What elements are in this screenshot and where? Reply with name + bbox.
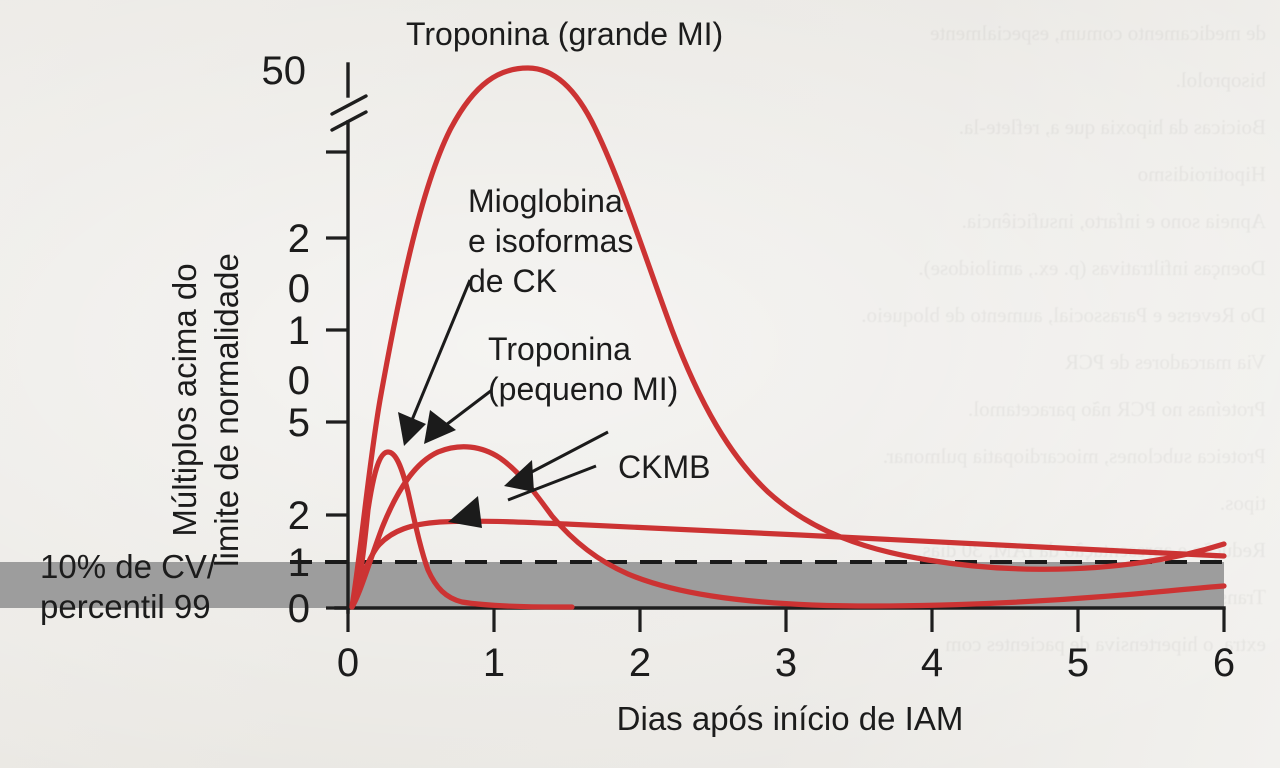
arrowhead-ckmb-b [448,496,482,528]
leader-line-myoglobin [410,279,472,421]
y-tick-label-2: 2 [288,494,310,538]
annotation-myoglobin-line2: e isoformas [468,223,633,259]
x-tick-label-6: 6 [1213,641,1235,685]
y-tick-label-0: 0 [288,587,310,631]
arrowhead-myoglobin [398,412,426,446]
annotation-troponin-small-line1: Troponina [488,331,631,367]
x-tick-label-5: 5 [1067,641,1089,685]
annotation-ckmb: CKMB [618,449,710,485]
y-tick-label-20-lower: 0 [288,267,310,311]
y-tick-label-20-upper: 2 [288,217,310,261]
y-axis-title-line1: Múltiplos acima do [166,263,203,536]
y-tick-label-50: 50 [262,49,307,93]
x-tick-label-3: 3 [775,641,797,685]
y-tick-label-5: 5 [288,401,310,445]
x-tick-label-0: 0 [337,641,359,685]
leader-line-troponin-small [441,388,493,430]
curve-myoglobin-ck-isoforms [349,449,575,610]
curve-troponin-small-mi [349,518,1227,610]
arrowhead-troponin-small [424,410,456,444]
x-tick-label-1: 1 [483,641,505,685]
y-tick-label-10-upper: 1 [288,309,310,353]
x-axis-title: Dias após início de IAM [617,700,964,737]
reference-band-label-line2: percentil 99 [40,588,211,625]
curve-troponin-large-mi [349,65,1227,609]
x-tick-label-2: 2 [629,641,651,685]
annotation-myoglobin-line3: de CK [468,263,557,299]
y-axis-title-line2: limite de normalidade [208,253,245,567]
reference-band-label-line1: 10% de CV/ [40,548,217,585]
y-tick-label-1: 1 [288,541,310,585]
leader-line-ckmb-a [523,430,609,478]
annotation-troponin-large-mi: Troponina (grande MI) [406,16,723,52]
leader-line-ckmb-b [507,464,597,502]
annotation-myoglobin-line1: Mioglobina [468,183,623,219]
annotation-troponin-small-line2: (pequeno MI) [488,371,678,407]
arrowhead-ckmb-a [504,460,534,492]
x-tick-label-4: 4 [921,641,943,685]
curve-ckmb [349,444,1227,610]
y-tick-label-10-lower: 0 [288,359,310,403]
